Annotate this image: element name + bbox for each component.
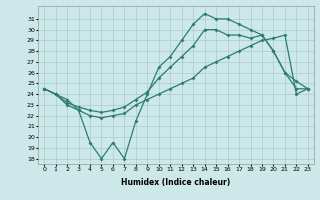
X-axis label: Humidex (Indice chaleur): Humidex (Indice chaleur): [121, 178, 231, 187]
